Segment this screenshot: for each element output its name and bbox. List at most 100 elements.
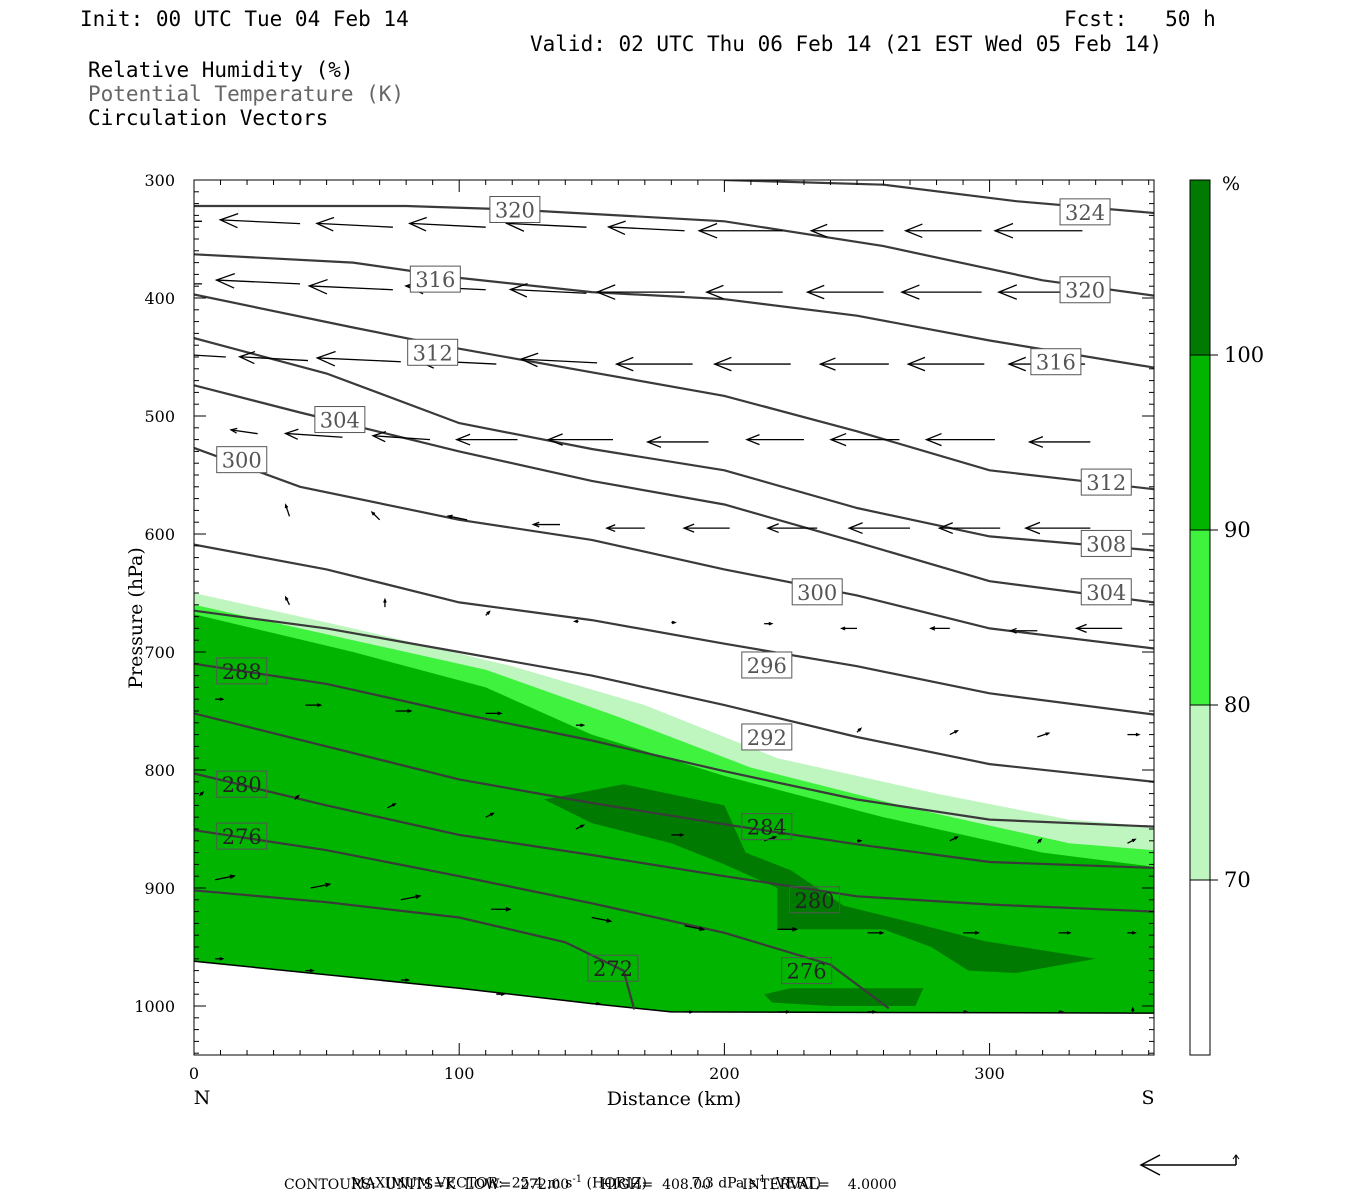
theta-label-324-0: 324: [1059, 198, 1111, 226]
theta-label-304-1: 304: [1080, 578, 1132, 606]
circulation-vector-84: [400, 894, 422, 901]
circulation-vector-39: [1027, 436, 1091, 448]
circulation-vector-82: [215, 874, 236, 881]
vector-shaft: [230, 429, 258, 435]
vector-head: [688, 1010, 694, 1014]
theta-label-box: [1080, 578, 1132, 606]
vector-head: [391, 803, 397, 807]
theta-label-280-0: 280: [216, 770, 268, 798]
vector-head: [490, 812, 495, 817]
theta-label-text: 312: [413, 341, 453, 365]
circulation-vector-50: [284, 595, 291, 606]
circulation-vector-83: [310, 882, 332, 889]
vector-shaft: [220, 219, 301, 225]
vector-head: [219, 697, 225, 702]
vector-shaft: [409, 222, 486, 228]
circulation-vector-3: [407, 216, 486, 232]
vector-head: [1131, 931, 1137, 935]
vector-head: [606, 918, 613, 923]
circulation-vector-44: [605, 524, 645, 533]
circulation-vector-28: [906, 356, 985, 372]
theta-label-box: [1080, 529, 1132, 557]
axis-layer: 300 400 500 600 700 800 900 1000 0 100 200 300 N S: [134, 171, 1154, 1109]
vector-shaft: [371, 511, 381, 521]
circulation-vector-86: [591, 916, 613, 923]
circulation-vector-77: [763, 836, 778, 842]
circulation-vector-97: [591, 1001, 602, 1006]
vector-shaft: [400, 895, 420, 901]
x-tick-label-100: 100: [444, 1064, 475, 1083]
theta-contour-280: [194, 772, 1154, 913]
theta-label-text: 276: [787, 960, 827, 984]
vector-head: [315, 216, 335, 232]
circulation-vector-35: [645, 436, 709, 448]
colorbar-segment-2: [1190, 530, 1210, 705]
vector-head: [900, 284, 920, 300]
vector-shaft: [215, 875, 235, 881]
theta-label-304-0: 304: [314, 406, 366, 434]
colorbar-segment-0: [1190, 180, 1210, 355]
theta-label-text: 304: [320, 409, 360, 433]
vector-head: [1007, 356, 1027, 372]
circulation-vector-88: [777, 927, 799, 932]
theta-label-280-1: 280: [789, 886, 841, 914]
vector-head: [383, 597, 387, 603]
y-tick-label-500: 500: [144, 407, 175, 426]
vector-head: [325, 882, 332, 888]
theta-label-box: [741, 723, 793, 751]
vector-shaft: [316, 222, 393, 228]
circulation-vector-102: [1058, 1010, 1065, 1014]
theta-label-box: [1030, 348, 1082, 376]
circulation-vector-0: [194, 220, 202, 222]
theta-label-308-0: 308: [1080, 529, 1132, 557]
circulation-vector-9: [993, 222, 1083, 239]
circulation-vector-41: [370, 511, 381, 521]
circulation-vector-34: [546, 433, 614, 446]
vector-head: [697, 222, 718, 239]
theta-label-box: [489, 196, 541, 223]
footer-exp-vert: -1: [755, 1174, 766, 1185]
circulation-vector-1: [218, 213, 301, 229]
vector-head: [283, 428, 299, 440]
valid-time: Valid: 02 UTC Thu 06 Feb 14 (21 EST Wed …: [530, 32, 1163, 56]
vector-head: [284, 503, 289, 509]
vector-shaft: [194, 354, 226, 358]
colorbar-label-80: 80: [1224, 693, 1251, 717]
vector-head: [284, 595, 289, 601]
theta-label-box: [791, 578, 843, 606]
theta-label-272-0: 272: [587, 954, 639, 982]
vector-shaft: [448, 515, 468, 521]
vector-head: [954, 730, 959, 734]
theta-label-text: 320: [1065, 279, 1105, 303]
circulation-vector-38: [924, 432, 995, 447]
theta-contour-296: [194, 543, 1154, 716]
theta-label-text: 300: [797, 581, 837, 605]
x-tick-label-0: 0: [189, 1064, 199, 1083]
circulation-vector-61: [305, 703, 323, 708]
x-tick-label-200: 200: [709, 1064, 740, 1083]
circulation-vector-98: [684, 1010, 694, 1014]
circulation-vector-90: [963, 930, 981, 935]
vector-head: [370, 511, 376, 516]
colorbar-segment-3: [1190, 705, 1210, 880]
theta-label-box: [781, 957, 833, 985]
theta-label-box: [741, 651, 793, 679]
y-tick-label-600: 600: [144, 525, 175, 544]
vector-head: [596, 1001, 602, 1006]
vector-shaft: [285, 432, 343, 438]
theta-label-text: 280: [795, 889, 835, 913]
circulation-vector-37: [829, 432, 900, 447]
circulation-vector-54: [671, 620, 677, 625]
theta-label-text: 312: [1086, 471, 1126, 495]
y-tick-label-1000: 1000: [134, 997, 175, 1016]
circulation-vector-99: [777, 1010, 791, 1014]
circulation-vector-55: [764, 621, 774, 626]
vector-head: [847, 522, 863, 535]
circulation-vector-71: [198, 790, 205, 797]
vector-head: [671, 620, 677, 625]
vector-head: [405, 978, 411, 982]
theta-label-text: 304: [1086, 581, 1126, 605]
theta-label-312-1: 312: [1080, 468, 1132, 496]
below-ground: [194, 961, 1154, 1054]
vector-head: [580, 723, 586, 727]
